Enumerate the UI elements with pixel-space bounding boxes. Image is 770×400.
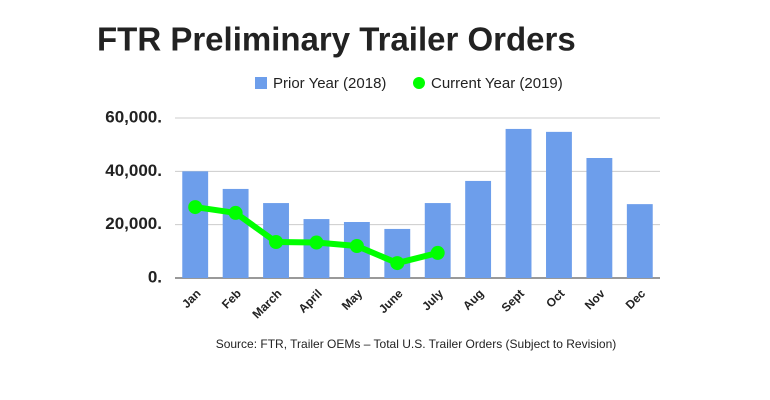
chart-title: FTR Preliminary Trailer Orders xyxy=(97,21,576,58)
y-tick-label: 40,000. xyxy=(105,161,162,180)
bar xyxy=(384,228,411,278)
x-tick-label: Aug xyxy=(460,286,486,312)
point xyxy=(349,239,364,253)
x-tick-label: May xyxy=(339,286,366,313)
x-tick-label: Sept xyxy=(499,286,527,314)
y-tick-label: 60,000. xyxy=(105,107,162,126)
bar xyxy=(222,188,249,278)
legend-marker xyxy=(255,77,267,89)
x-tick-label: March xyxy=(250,286,285,321)
legend-label: Prior Year (2018) xyxy=(273,75,386,92)
bar xyxy=(626,204,653,278)
source-note: Source: FTR, Trailer OEMs – Total U.S. T… xyxy=(216,337,617,351)
bar xyxy=(586,158,613,278)
y-tick-label: 20,000. xyxy=(105,214,162,233)
x-tick-label: April xyxy=(296,286,325,315)
bar xyxy=(424,203,451,278)
x-tick-label: June xyxy=(376,286,406,316)
legend-label: Current Year (2019) xyxy=(431,75,563,92)
legend-marker xyxy=(413,77,425,89)
x-tick-label: Nov xyxy=(582,286,608,312)
bar xyxy=(505,128,532,278)
point xyxy=(228,205,243,220)
point xyxy=(309,235,324,250)
point xyxy=(269,235,284,249)
x-tick-label: July xyxy=(419,286,446,313)
bar xyxy=(182,171,209,278)
x-tick-label: Feb xyxy=(219,286,244,311)
bar xyxy=(465,180,492,278)
point xyxy=(390,256,405,271)
x-tick-label: Oct xyxy=(543,286,567,310)
y-tick-label: 0. xyxy=(148,267,162,286)
point xyxy=(430,245,445,260)
x-tick-label: Jan xyxy=(179,286,204,311)
bar xyxy=(546,131,572,278)
point xyxy=(188,200,203,215)
x-tick-label: Dec xyxy=(623,286,649,312)
